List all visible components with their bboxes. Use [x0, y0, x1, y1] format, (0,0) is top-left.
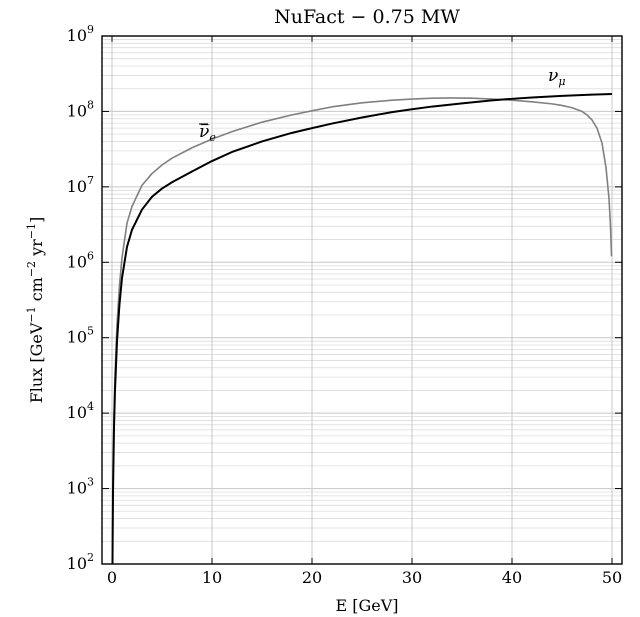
x-axis-label: E [GeV] [335, 596, 398, 615]
y-axis-label: Flux [GeV−1 cm−2 yr−1] [25, 217, 46, 404]
y-tick-label: 104 [67, 400, 94, 422]
x-tick-label: 0 [107, 568, 117, 587]
x-tick-label: 10 [202, 568, 222, 587]
plot-frame [101, 35, 623, 565]
y-axis: 102 103 104 105 106 107 108 109 [67, 23, 622, 573]
y-tick-label: 107 [67, 174, 94, 196]
y-tick-label: 102 [67, 551, 94, 573]
x-tick-label: 20 [302, 568, 322, 587]
y-tick-label: 108 [67, 98, 94, 120]
x-tick-label: 30 [402, 568, 422, 587]
series-line-nu-e-bar [111, 97, 613, 564]
y-tick-label: 105 [67, 325, 94, 347]
series-label-nu-e-bar: ν̅e [199, 122, 216, 144]
x-tick-label: 40 [502, 568, 522, 587]
y-tick-label: 106 [67, 249, 94, 271]
series-line-nu-mu [111, 93, 613, 564]
y-tick-label: 109 [67, 23, 94, 45]
series-label-nu-mu: νμ [548, 66, 566, 88]
x-tick-label: 50 [602, 568, 622, 587]
series-layer [111, 93, 613, 564]
grid [102, 36, 622, 565]
chart-title: NuFact − 0.75 MW [274, 6, 460, 28]
x-axis: 0 10 20 30 40 50 [107, 36, 622, 587]
y-tick-label: 103 [67, 476, 94, 498]
